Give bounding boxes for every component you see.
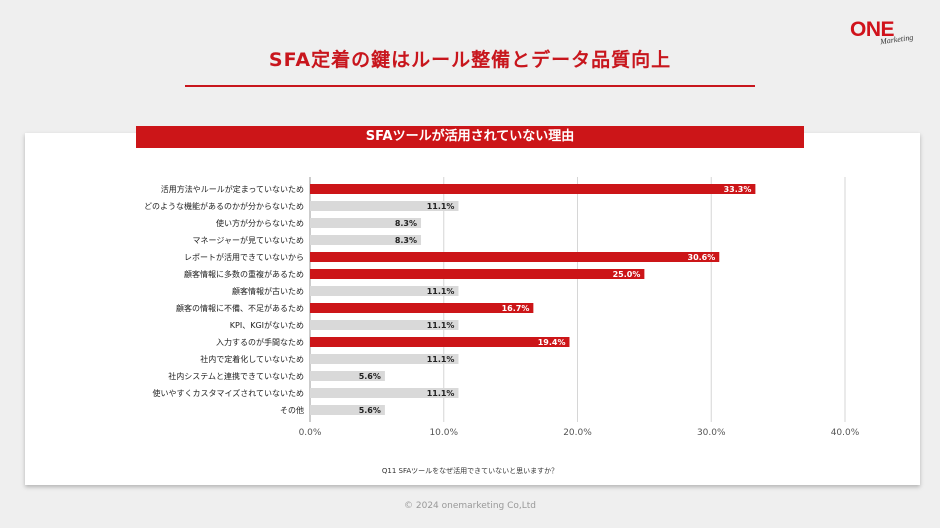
page-title: SFA定着の鍵はルール整備とデータ品質向上 — [268, 49, 672, 71]
category-label: 顧客情報に多数の重複があるため — [184, 269, 304, 279]
bar — [310, 388, 459, 398]
bar — [310, 320, 459, 330]
category-label: 顧客情報が古いため — [232, 286, 304, 296]
data-label: 11.1% — [427, 202, 455, 211]
survey-question-note: Q11 SFAツールをなぜ活用できていないと思いますか？ — [381, 467, 559, 475]
data-label: 8.3% — [395, 219, 417, 228]
category-label: 使いやすくカスタマイズされていないため — [152, 388, 304, 398]
bar — [310, 184, 756, 194]
bar — [310, 354, 459, 364]
x-tick-label: 20.0% — [563, 428, 592, 438]
bar — [310, 252, 720, 262]
bar — [310, 337, 570, 347]
category-label: 活用方法やルールが定まっていないため — [161, 184, 304, 194]
x-tick-label: 30.0% — [697, 428, 726, 438]
copyright-text: © 2024 onemarketing Co,Ltd — [404, 501, 536, 511]
chart-title: SFAツールが活用されていない理由 — [136, 126, 804, 148]
bar — [310, 371, 385, 381]
category-label: 社内システムと連携できていないため — [168, 371, 304, 381]
bar — [310, 286, 459, 296]
bar — [310, 405, 385, 415]
data-label: 25.0% — [613, 270, 641, 279]
category-label: 社内で定着化していないため — [200, 354, 304, 364]
category-label: 使い方が分からないため — [216, 218, 304, 228]
brand-logo: ONE Marketing — [850, 18, 930, 50]
category-label: 顧客の情報に不備、不足があるため — [176, 303, 304, 313]
data-label: 30.6% — [688, 253, 716, 262]
category-label: KPI、KGIがないため — [230, 320, 304, 330]
data-label: 19.4% — [538, 338, 566, 347]
data-label: 5.6% — [359, 372, 381, 381]
data-label: 11.1% — [427, 321, 455, 330]
data-label: 33.3% — [724, 185, 752, 194]
logo-main-text: ONE — [850, 18, 895, 41]
bar — [310, 269, 645, 279]
data-label: 11.1% — [427, 389, 455, 398]
category-label: どのような機能があるのかが分からないため — [144, 201, 304, 211]
data-label: 11.1% — [427, 287, 455, 296]
x-tick-label: 10.0% — [429, 428, 458, 438]
category-label: マネージャーが見ていないため — [193, 235, 304, 245]
bar — [310, 218, 422, 228]
category-label: 入力するのが手間なため — [216, 337, 304, 347]
data-label: 16.7% — [502, 304, 530, 313]
title-underline — [185, 85, 755, 87]
x-tick-label: 40.0% — [831, 428, 860, 438]
bar — [310, 303, 534, 313]
bar — [310, 235, 422, 245]
category-label: その他 — [280, 405, 304, 415]
category-label: レポートが活用できていないから — [184, 252, 304, 262]
bar — [310, 201, 459, 211]
data-label: 5.6% — [359, 406, 381, 415]
x-tick-label: 0.0% — [299, 428, 322, 438]
data-label: 11.1% — [427, 355, 455, 364]
data-label: 8.3% — [395, 236, 417, 245]
